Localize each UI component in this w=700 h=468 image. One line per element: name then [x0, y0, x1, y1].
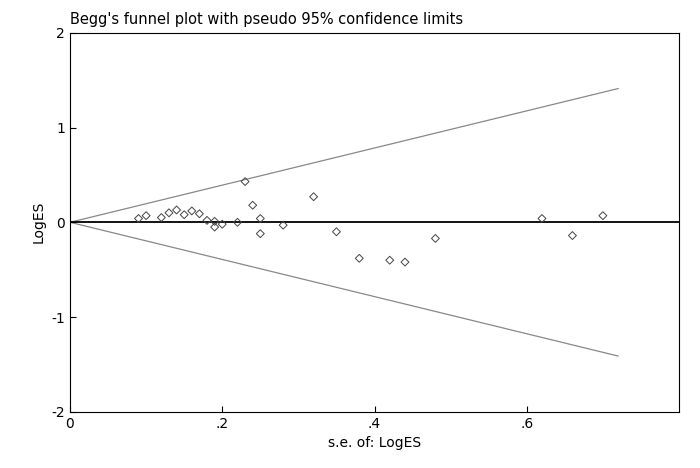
Point: [430, 234, 441, 242]
Point: [239, 178, 251, 185]
Point: [163, 209, 174, 217]
Point: [202, 217, 213, 224]
Point: [277, 221, 289, 229]
Point: [232, 219, 243, 226]
Point: [186, 207, 197, 215]
Point: [247, 202, 258, 209]
Point: [209, 223, 220, 231]
Text: Begg's funnel plot with pseudo 95% confidence limits: Begg's funnel plot with pseudo 95% confi…: [70, 13, 463, 28]
Point: [354, 255, 365, 262]
Point: [567, 232, 578, 239]
Point: [194, 210, 205, 218]
Point: [209, 218, 220, 225]
Point: [178, 211, 190, 219]
Point: [141, 212, 152, 219]
Point: [217, 220, 228, 228]
X-axis label: s.e. of: LogES: s.e. of: LogES: [328, 436, 421, 450]
Point: [255, 230, 266, 237]
Point: [133, 215, 144, 222]
Point: [255, 215, 266, 222]
Point: [308, 193, 319, 200]
Point: [597, 212, 608, 219]
Point: [536, 215, 547, 222]
Y-axis label: LogES: LogES: [32, 201, 46, 243]
Point: [331, 228, 342, 235]
Point: [384, 256, 395, 264]
Point: [171, 206, 182, 214]
Point: [155, 214, 167, 221]
Point: [399, 258, 410, 266]
